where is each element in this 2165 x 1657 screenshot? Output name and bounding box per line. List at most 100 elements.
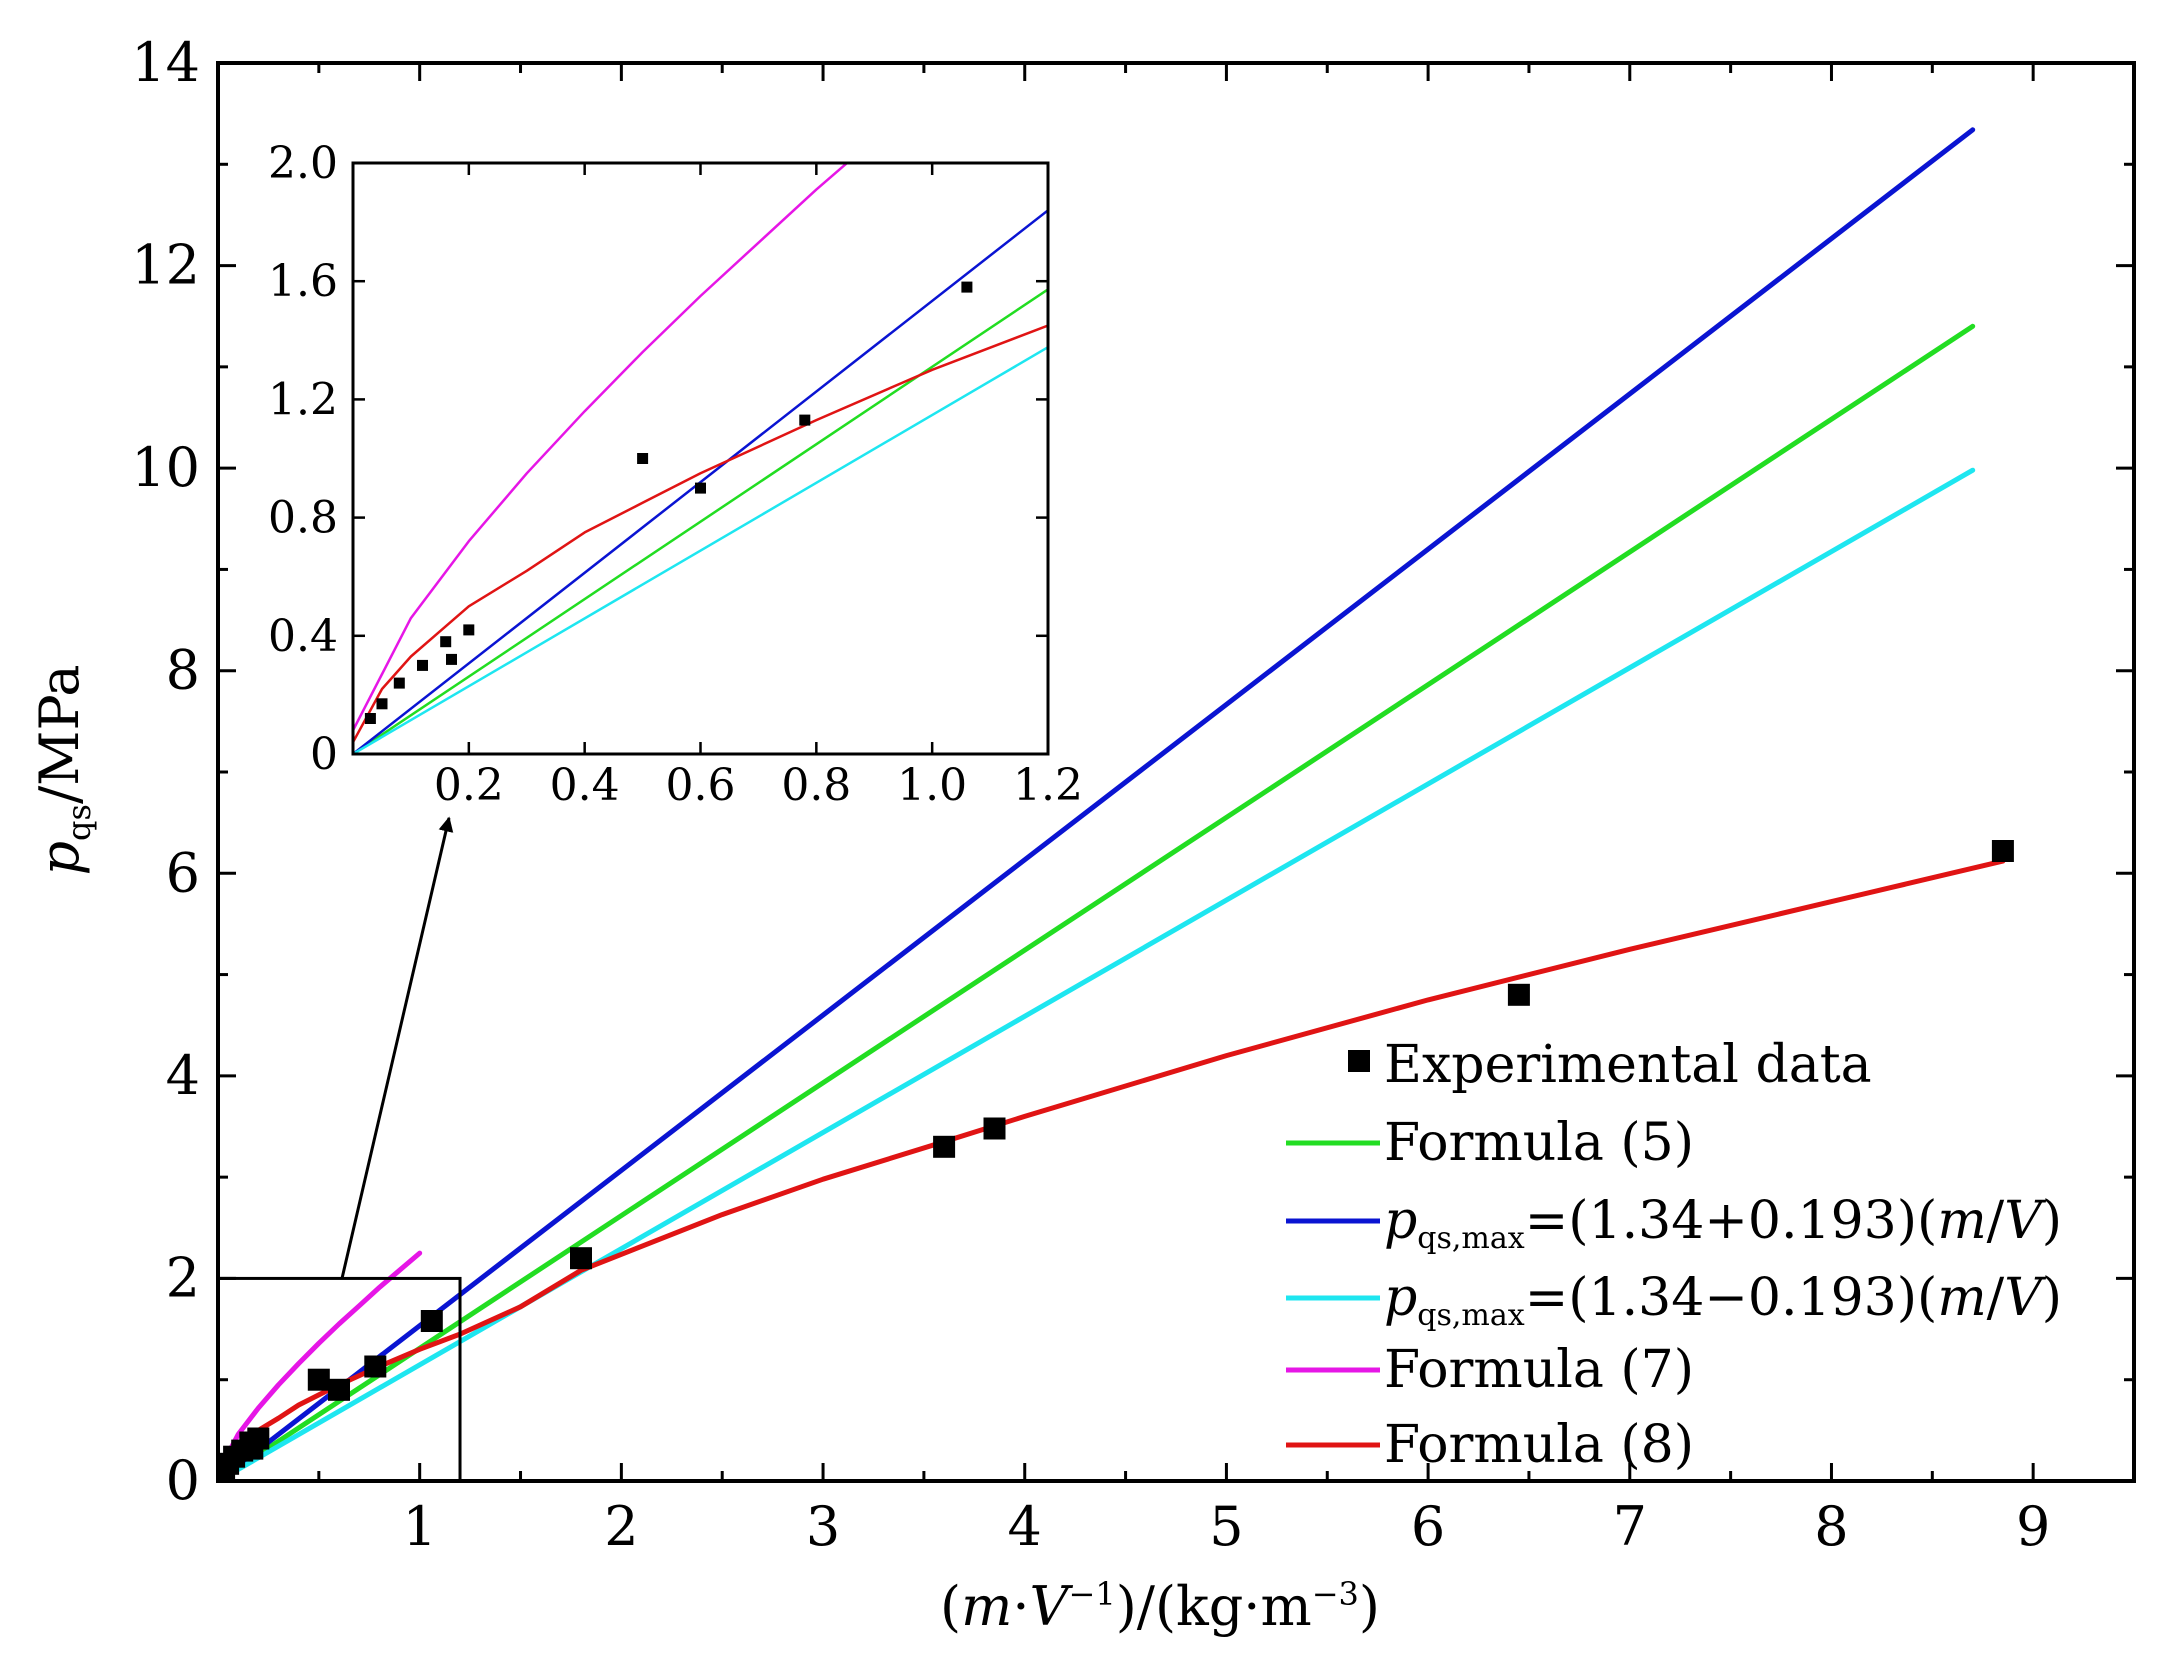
x-tick-label: 4 <box>1008 1495 1042 1558</box>
inset-data-point-5 <box>446 653 457 665</box>
x-axis-title-exp2: −3 <box>1312 1575 1359 1613</box>
legend-upper-text: =(1.34+0.193)( <box>1525 1191 1938 1251</box>
inset-data-point-4 <box>440 636 452 648</box>
y-tick-label: 6 <box>166 841 200 904</box>
main-data-point-11 <box>570 1247 592 1270</box>
main-series-4-line <box>218 1250 423 1476</box>
x-tick-label: 2 <box>604 1495 638 1558</box>
inset-y-tick-label: 2.0 <box>268 138 338 189</box>
x-axis-title-dot: · <box>1012 1575 1029 1638</box>
x-tick-label: 3 <box>806 1495 840 1558</box>
inset-y-tick-label: 0.4 <box>268 611 338 662</box>
y-tick-label: 10 <box>131 436 200 499</box>
inset-x-tick-label: 0.2 <box>434 760 504 811</box>
legend-upper-m: m <box>1937 1191 1986 1251</box>
main-data-point-12 <box>933 1135 956 1158</box>
legend-upper-slash: / <box>1987 1191 2005 1251</box>
y-tick-label: 8 <box>166 639 200 702</box>
inset-data-point-9 <box>799 414 811 426</box>
inset-data-point-1 <box>376 698 388 710</box>
main-series-layer <box>218 127 2014 1481</box>
inset-x-tick-label: 1.2 <box>1013 760 1083 811</box>
x-tick-label: 9 <box>2016 1495 2050 1558</box>
inset-x-tick-label: 0.8 <box>781 760 851 811</box>
inset-pointer-arrow <box>340 816 454 1279</box>
main-data-point-7 <box>307 1368 330 1391</box>
main-data-point-14 <box>1507 983 1530 1006</box>
legend-lower-m: m <box>1937 1268 1986 1328</box>
legend-label-formula-8: Formula (8) <box>1384 1415 1694 1475</box>
inset-background <box>353 163 1048 754</box>
legend-label-lower-bound: pqs,max=(1.34−0.193)(m/V) <box>1384 1268 2062 1333</box>
inset-series-5-line <box>353 324 1048 744</box>
legend-lower-close: ) <box>2042 1268 2062 1328</box>
inset-data-point-10 <box>961 281 973 293</box>
legend-upper-p: p <box>1384 1191 1417 1251</box>
y-axis-title-p: p <box>28 841 91 876</box>
inset-series-0-markers <box>364 281 973 724</box>
main-series-2-line <box>218 127 1976 1481</box>
legend-upper-sub: qs,max <box>1417 1221 1524 1256</box>
legend-label-formula-5: Formula (5) <box>1384 1113 1694 1173</box>
legend-lower-slash: / <box>1987 1268 2005 1328</box>
inset-data-point-0 <box>364 713 376 724</box>
inset-y-tick-label: 1.6 <box>268 256 338 307</box>
main-data-point-8 <box>328 1378 350 1401</box>
legend-label-experimental: Experimental data <box>1384 1035 1872 1095</box>
x-tick-label: 8 <box>1814 1495 1848 1558</box>
main-data-point-6 <box>247 1427 270 1450</box>
legend-label-upper-bound: pqs,max=(1.34+0.193)(m/V) <box>1384 1191 2062 1256</box>
legend: Experimental data Formula (5) pqs,max=(1… <box>1286 1035 2062 1475</box>
main-series-5-line <box>218 858 2006 1480</box>
inset-x-tick-label: 1.0 <box>897 760 967 811</box>
y-tick-label: 2 <box>166 1246 200 1309</box>
y-axis-title-sub: qs <box>60 804 98 841</box>
y-axis-title: pqs/MPa <box>28 664 98 875</box>
x-tick-label: 6 <box>1411 1495 1445 1558</box>
x-tick-label: 1 <box>403 1495 437 1558</box>
y-tick-label: 12 <box>131 234 200 297</box>
inset-y-tick-label: 1.2 <box>268 374 338 425</box>
inset-data-point-6 <box>463 624 475 636</box>
y-tick-label: 4 <box>166 1044 200 1107</box>
legend-lower-sub: qs,max <box>1417 1298 1524 1333</box>
legend-upper-v: V <box>2004 1191 2046 1251</box>
inset-data-point-3 <box>417 659 428 671</box>
legend-lower-v: V <box>2004 1268 2046 1328</box>
x-axis-title: (m·V−1)/(kg·m−3) <box>940 1575 1380 1638</box>
y-tick-label: 0 <box>166 1449 200 1512</box>
main-data-point-9 <box>364 1355 387 1378</box>
legend-marker-experimental <box>1348 1050 1370 1072</box>
inset-x-tick-label: 0.4 <box>550 760 620 811</box>
x-axis-title-v: V <box>1030 1575 1074 1638</box>
main-data-point-10 <box>420 1310 443 1332</box>
legend-upper-close: ) <box>2042 1191 2062 1251</box>
inset-data-point-7 <box>637 453 649 464</box>
x-axis-title-m: m <box>961 1575 1012 1638</box>
inset-data-point-8 <box>695 482 706 494</box>
x-axis-title-mid: )/(kg·m <box>1116 1575 1312 1638</box>
inset-y-tick-label: 0.8 <box>268 493 338 544</box>
inset-y-tick-label: 0 <box>310 729 338 780</box>
x-axis-title-open: ( <box>940 1575 961 1638</box>
x-tick-label: 5 <box>1209 1495 1243 1558</box>
x-axis-title-exp1: −1 <box>1069 1575 1116 1613</box>
legend-lower-text: =(1.34−0.193)( <box>1525 1268 1938 1328</box>
inset-tick-labels: 0.2 0.4 0.6 0.8 1.0 1.2 0 0.4 0.8 1.2 1.6 2.0 <box>268 138 1083 811</box>
x-tick-label: 7 <box>1613 1495 1647 1558</box>
y-axis-title-rest: /MPa <box>28 664 91 804</box>
main-data-point-13 <box>983 1117 1006 1140</box>
legend-lower-p: p <box>1384 1268 1417 1328</box>
main-data-point-15 <box>1991 840 2014 862</box>
inset-x-tick-label: 0.6 <box>666 760 736 811</box>
inset-axis-ticks <box>353 161 1050 754</box>
inset-data-point-2 <box>393 677 405 689</box>
main-series-1-line <box>218 323 1976 1481</box>
inset-zoom-box <box>216 1276 462 1483</box>
x-axis-title-close: ) <box>1359 1575 1380 1638</box>
y-tick-label: 14 <box>131 31 200 94</box>
inset-series-4-line <box>353 163 849 732</box>
inset-series-layer <box>353 163 1048 754</box>
